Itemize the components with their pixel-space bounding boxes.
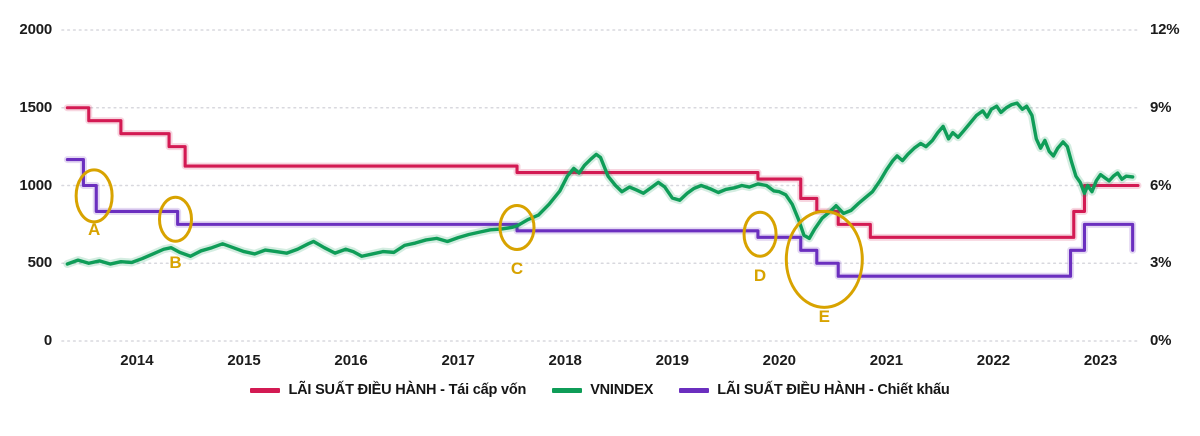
legend-item[interactable]: LÃI SUẤT ĐIỀU HÀNH - Tái cấp vốn (250, 382, 526, 398)
x-axis-tick: 2018 (548, 352, 582, 369)
series-discount_rate (63, 156, 1137, 280)
annotation-label-a: A (87, 219, 101, 239)
legend-label: LÃI SUẤT ĐIỀU HÀNH - Chiết khấu (717, 382, 950, 398)
x-axis-tick: 2020 (762, 352, 797, 369)
annotation-label-c: C (510, 259, 524, 279)
y-axis-right-tick: 3% (1150, 254, 1172, 272)
y-axis-left-tick: 0 (43, 332, 52, 349)
x-axis-tick: 2017 (441, 352, 475, 369)
y-axis-right-tick: 12% (1150, 21, 1180, 38)
annotation-label-b: B (169, 253, 182, 273)
x-axis-tick: 2015 (227, 352, 261, 369)
legend-label: LÃI SUẤT ĐIỀU HÀNH - Tái cấp vốn (288, 382, 527, 398)
annotation-label-e: E (818, 307, 830, 327)
legend-line-swatch-icon (552, 387, 583, 393)
y-axis-left-tick: 1000 (19, 176, 52, 194)
y-axis-right-tick: 0% (1150, 332, 1172, 349)
legend-item[interactable]: LÃI SUẤT ĐIỀU HÀNH - Chiết khấu (679, 382, 950, 398)
y-axis-left-tick: 2000 (19, 21, 52, 38)
annotation-circles (74, 168, 864, 309)
legend-item[interactable]: VNINDEX (552, 382, 653, 398)
chart-legend: LÃI SUẤT ĐIỀU HÀNH - Tái cấp vốn VNINDEX L… (0, 382, 1200, 398)
series-vnindex (63, 99, 1137, 269)
legend-line-swatch-icon (679, 387, 710, 393)
legend-label: VNINDEX (590, 382, 654, 398)
y-axis-right-tick: 9% (1150, 98, 1172, 116)
series-refinancing_rate (63, 104, 1142, 241)
x-axis-tick: 2021 (869, 352, 904, 369)
annotation-label-d: D (753, 266, 767, 286)
legend-line-swatch-icon (250, 387, 281, 393)
gridlines (61, 29, 1139, 342)
y-axis-left-tick: 500 (27, 254, 53, 272)
y-axis-right-tick: 6% (1150, 176, 1172, 194)
x-axis-tick: 2022 (976, 352, 1011, 369)
y-axis-left-tick: 1500 (19, 98, 52, 116)
x-axis-tick: 2014 (120, 352, 154, 369)
x-axis-tick: 2016 (334, 352, 368, 369)
x-axis-tick: 2023 (1083, 352, 1118, 369)
x-axis-tick: 2019 (655, 352, 689, 369)
